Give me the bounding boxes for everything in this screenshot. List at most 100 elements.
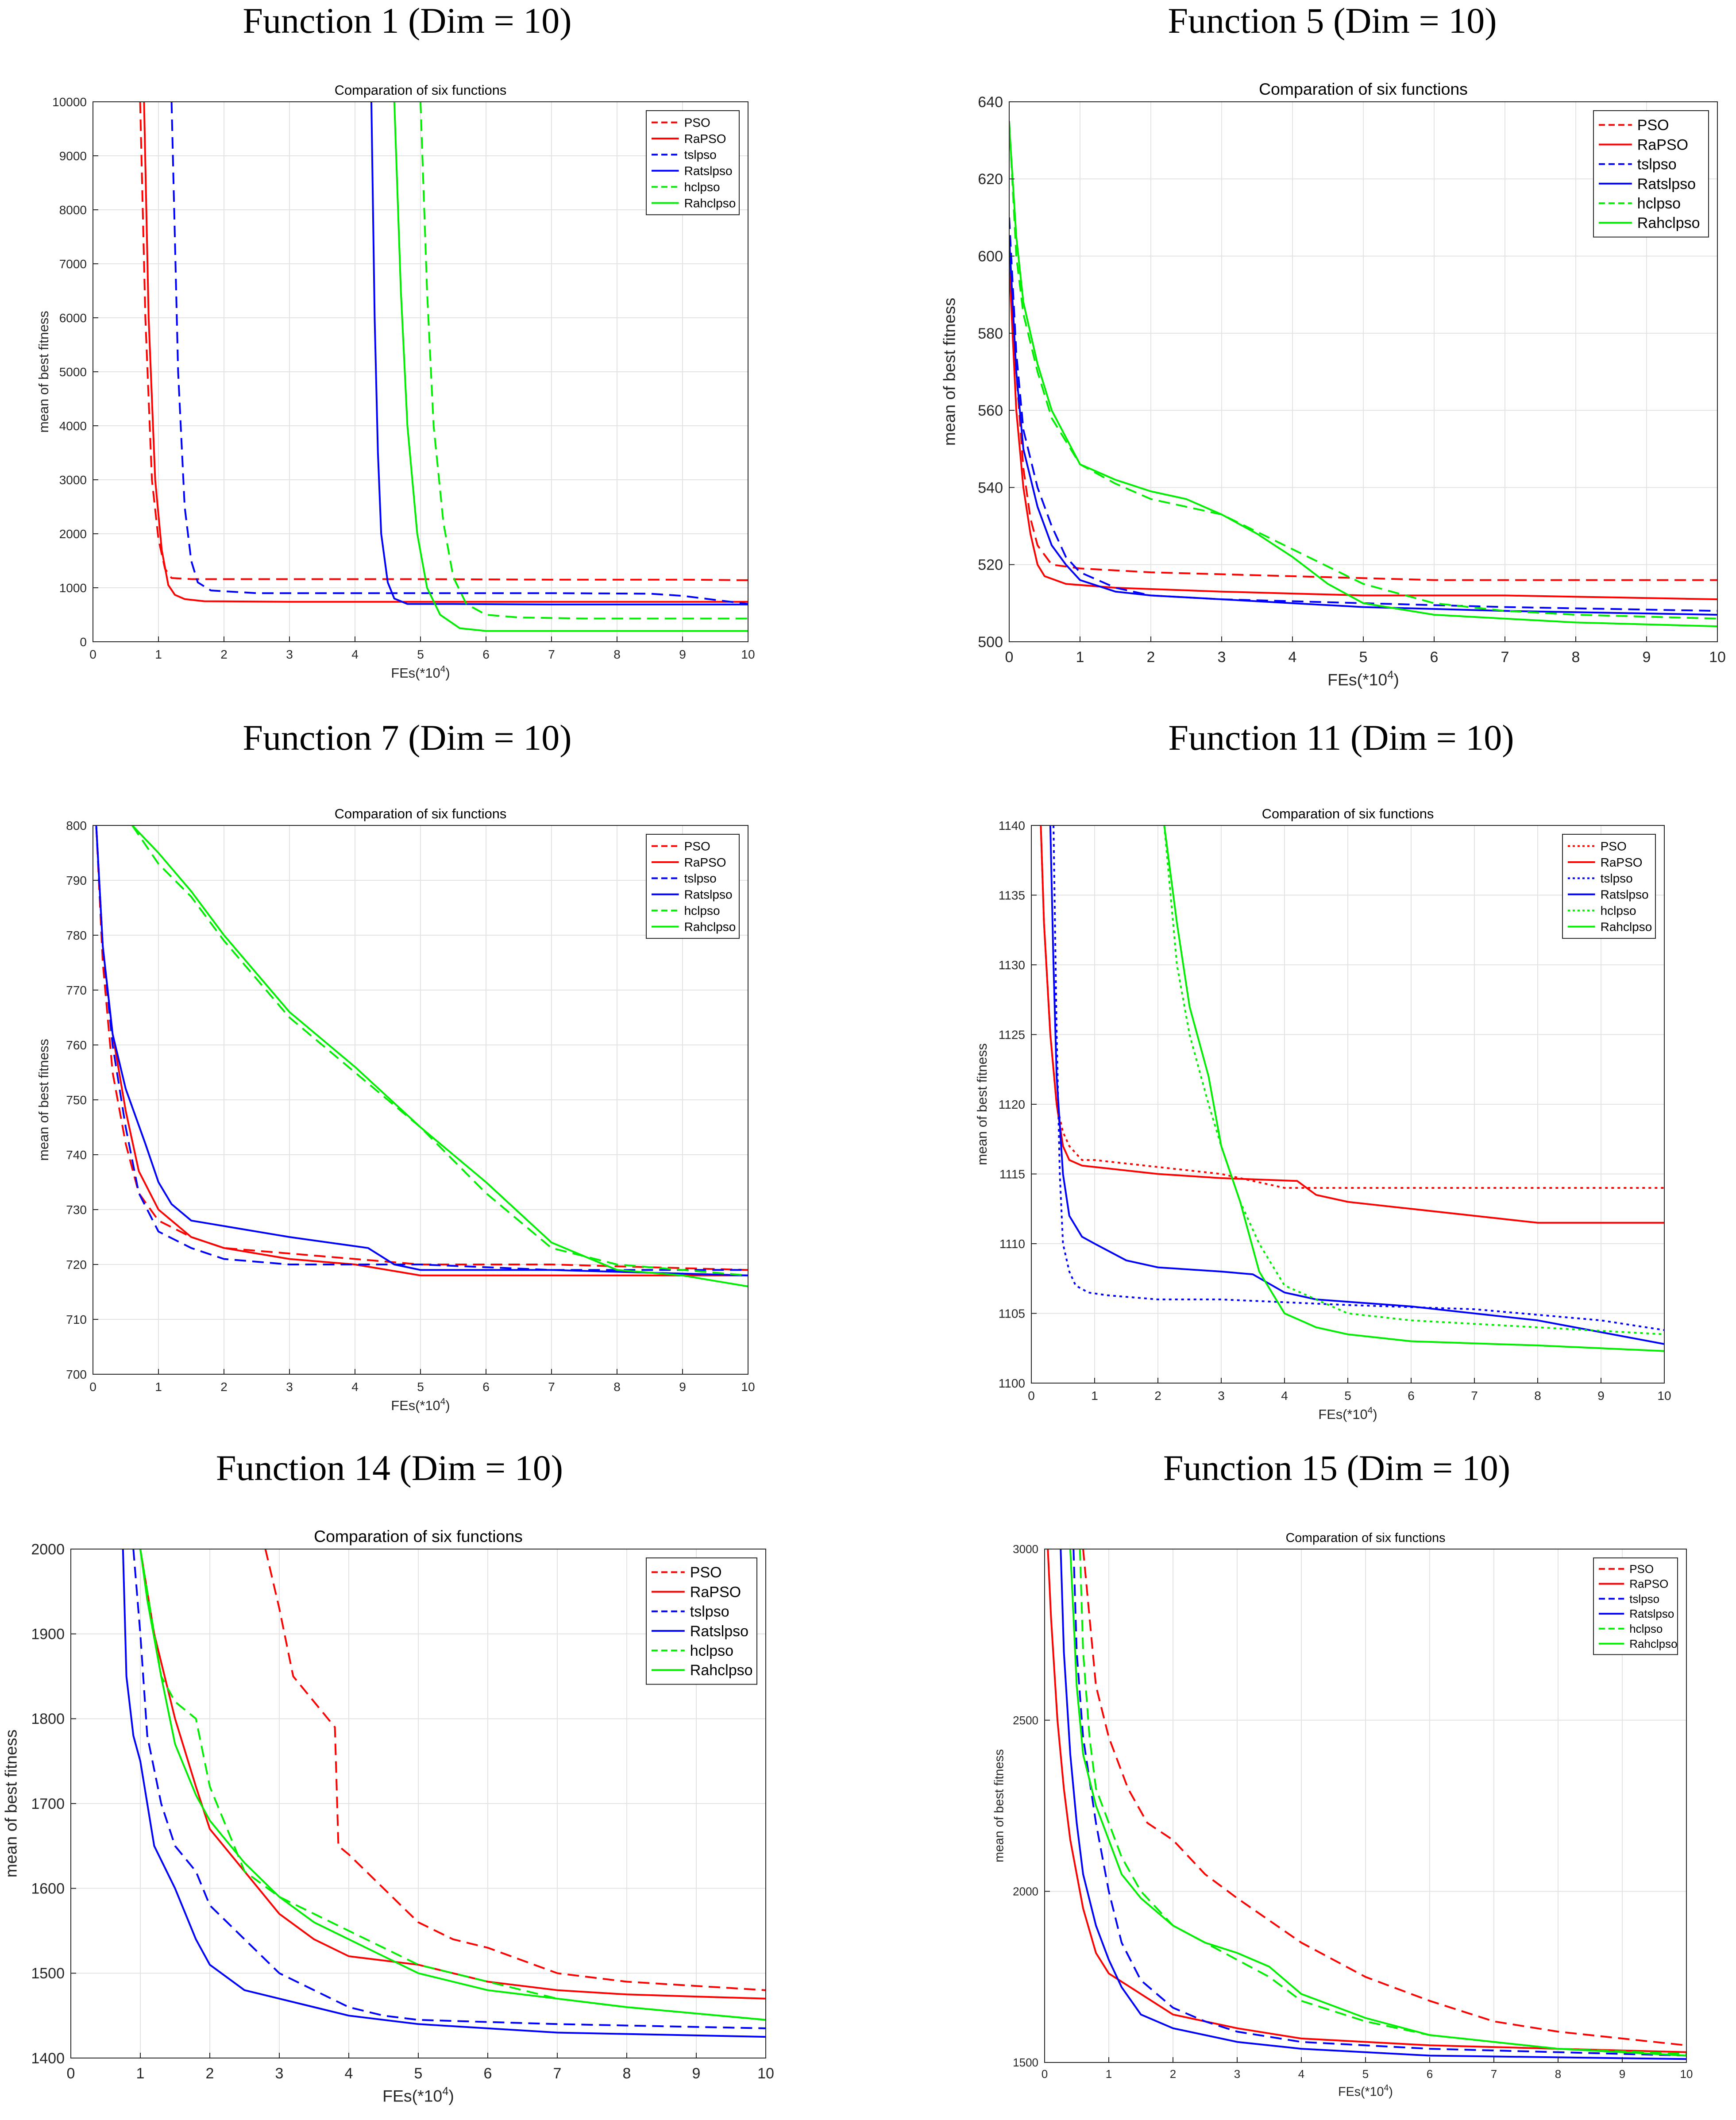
- series-line-PSO: [1040, 825, 1664, 1189]
- x-axis-label-end: ): [1389, 2085, 1393, 2099]
- x-tick-label: 6: [482, 648, 490, 661]
- y-tick-label: 730: [66, 1203, 87, 1217]
- legend-label-PSO: PSO: [1637, 117, 1669, 134]
- legend-label-hclpso: hclpso: [690, 1642, 733, 1659]
- x-tick-label: 1: [1076, 649, 1084, 666]
- x-tick-label: 3: [286, 1380, 293, 1394]
- y-tick-label: 1140: [999, 819, 1025, 833]
- series-line-hclpso: [420, 102, 748, 620]
- x-tick-label: 3: [1218, 649, 1226, 666]
- y-tick-label: 7000: [59, 257, 87, 271]
- x-tick-label: 6: [484, 2065, 492, 2082]
- x-tick-label: 0: [89, 648, 96, 661]
- series-line-RaPSO: [143, 102, 748, 603]
- panel-function-1: Function 1 (Dim = 10) 0 1 2 3 4 5 6 7 8 9 10 0 1000 2…: [18, 0, 797, 690]
- panel-function-15: Function 15 (Dim = 10) 0 1 2 3 4 5 6 7 8 9 10 1500 2…: [947, 1447, 1726, 2120]
- legend-label-Ratslpso: Ratslpso: [1637, 176, 1696, 193]
- x-axis-label-end: ): [445, 665, 450, 681]
- y-tick-label: 2000: [59, 527, 87, 541]
- series-line-Rahclpso: [139, 1549, 766, 2021]
- y-tick-label: 0: [80, 635, 87, 649]
- x-axis-label-base: FEs(*10: [1318, 1407, 1367, 1422]
- y-tick-label: 600: [978, 248, 1003, 265]
- x-tick-label: 8: [623, 2065, 631, 2082]
- y-tick-label: 4000: [59, 419, 87, 433]
- panel-function-14: Function 14 (Dim = 10) 0 1 2 3 4 5 6 7 8 9 10 1400 1…: [0, 1447, 779, 2120]
- x-tick-label: 2: [220, 1380, 228, 1394]
- legend-label-Ratslpso: Ratslpso: [1601, 888, 1649, 902]
- series-line-Ratslpso: [95, 825, 748, 1276]
- y-tick-label: 2000: [1013, 1885, 1038, 1898]
- series-line-RaPSO: [1047, 1549, 1686, 2053]
- series-group: [1040, 825, 1664, 1352]
- y-tick-label: 1110: [999, 1237, 1025, 1251]
- x-tick-label: 7: [1471, 1389, 1478, 1403]
- panel-function-5: Function 5 (Dim = 10) 0 1 2 3 4 5 6 7 8 9 10 500 520…: [938, 0, 1726, 690]
- y-tick-label: 9000: [59, 149, 87, 163]
- legend-label-Ratslpso: Ratslpso: [684, 888, 733, 902]
- y-tick-label: 760: [66, 1038, 87, 1052]
- y-tick-label: 800: [66, 819, 87, 833]
- chart-function-7: 0 1 2 3 4 5 6 7 8 9 10 700 710 720 730 740 750 760 770 780 7…: [36, 806, 755, 1414]
- x-tick-label: 7: [553, 2065, 562, 2082]
- x-tick-label: 1: [1106, 2067, 1112, 2081]
- legend-label-tslpso: tslpso: [1629, 1592, 1659, 1605]
- legend-label-hclpso: hclpso: [684, 904, 720, 917]
- series-line-hclpso: [131, 825, 748, 1276]
- x-tick-label: 0: [67, 2065, 75, 2082]
- chart-function-14: 0 1 2 3 4 5 6 7 8 9 10 1400 1500 1600 1700 1800 1900 2000…: [2, 1527, 774, 2105]
- legend-label-Ratslpso: Ratslpso: [690, 1623, 748, 1640]
- series-group: [139, 102, 748, 632]
- y-tick-label: 1500: [1013, 2056, 1038, 2069]
- series-line-tslpso: [1053, 825, 1664, 1331]
- x-axis-label-end: ): [445, 1398, 450, 1413]
- y-tick-label: 640: [978, 94, 1003, 111]
- series-line-Rahclpso: [1163, 825, 1664, 1352]
- y-axis-label: mean of best fitness: [992, 1749, 1006, 1862]
- x-tick-label: 2: [206, 2065, 214, 2082]
- x-tick-label: 6: [482, 1380, 490, 1394]
- y-axis-label: mean of best fitness: [974, 1043, 990, 1165]
- series-line-PSO: [1082, 1549, 1686, 2047]
- legend-label-Rahclpso: Rahclpso: [684, 920, 736, 933]
- legend-label-hclpso: hclpso: [1629, 1622, 1663, 1635]
- legend-label-PSO: PSO: [684, 116, 710, 129]
- x-tick-label: 7: [548, 648, 555, 661]
- series-line-Rahclpso: [131, 825, 748, 1287]
- chart-title: Comparation of six functions: [335, 82, 507, 98]
- legend-box: [646, 1557, 757, 1685]
- x-axis-label-end: ): [1373, 1407, 1377, 1422]
- y-tick-label: 520: [978, 557, 1003, 574]
- x-tick-label: 5: [417, 1380, 424, 1394]
- x-axis-label-base: FEs(*10: [391, 1398, 440, 1413]
- legend-label-Rahclpso: Rahclpso: [1637, 215, 1700, 231]
- series-group: [1009, 121, 1717, 628]
- y-tick-label: 6000: [59, 311, 87, 325]
- legend-label-RaPSO: RaPSO: [1601, 856, 1643, 869]
- legend-box: [646, 110, 740, 216]
- x-tick-label: 8: [1555, 2067, 1561, 2081]
- x-tick-label: 4: [351, 1380, 359, 1394]
- legend-box: [646, 834, 740, 939]
- series-line-RaPSO: [1040, 825, 1664, 1224]
- series-line-RaPSO: [139, 1549, 766, 2000]
- legend-label-PSO: PSO: [690, 1564, 722, 1581]
- legend-label-Ratslpso: Ratslpso: [1629, 1607, 1674, 1620]
- y-tick-label: 1700: [31, 1796, 65, 1812]
- x-axis-label-exponent: 4: [1384, 2083, 1389, 2093]
- chart-function-15: 0 1 2 3 4 5 6 7 8 9 10 1500 2000 2500 3000 Comparation …: [992, 1531, 1693, 2099]
- legend-label-RaPSO: RaPSO: [1637, 136, 1688, 153]
- panel-title: Function 5 (Dim = 10): [1168, 0, 1497, 41]
- x-tick-label: 7: [548, 1380, 555, 1394]
- x-axis-label: FEs(*104): [391, 664, 450, 681]
- series-line-Ratslpso: [1009, 236, 1717, 616]
- x-axis-label-base: FEs(*10: [382, 2087, 442, 2105]
- y-tick-label: 710: [66, 1313, 87, 1326]
- x-axis-label: FEs(*104): [391, 1397, 450, 1414]
- y-tick-label: 1135: [999, 888, 1025, 902]
- x-axis-label-end: ): [1393, 671, 1399, 689]
- x-axis-label-exponent: 4: [440, 1397, 446, 1407]
